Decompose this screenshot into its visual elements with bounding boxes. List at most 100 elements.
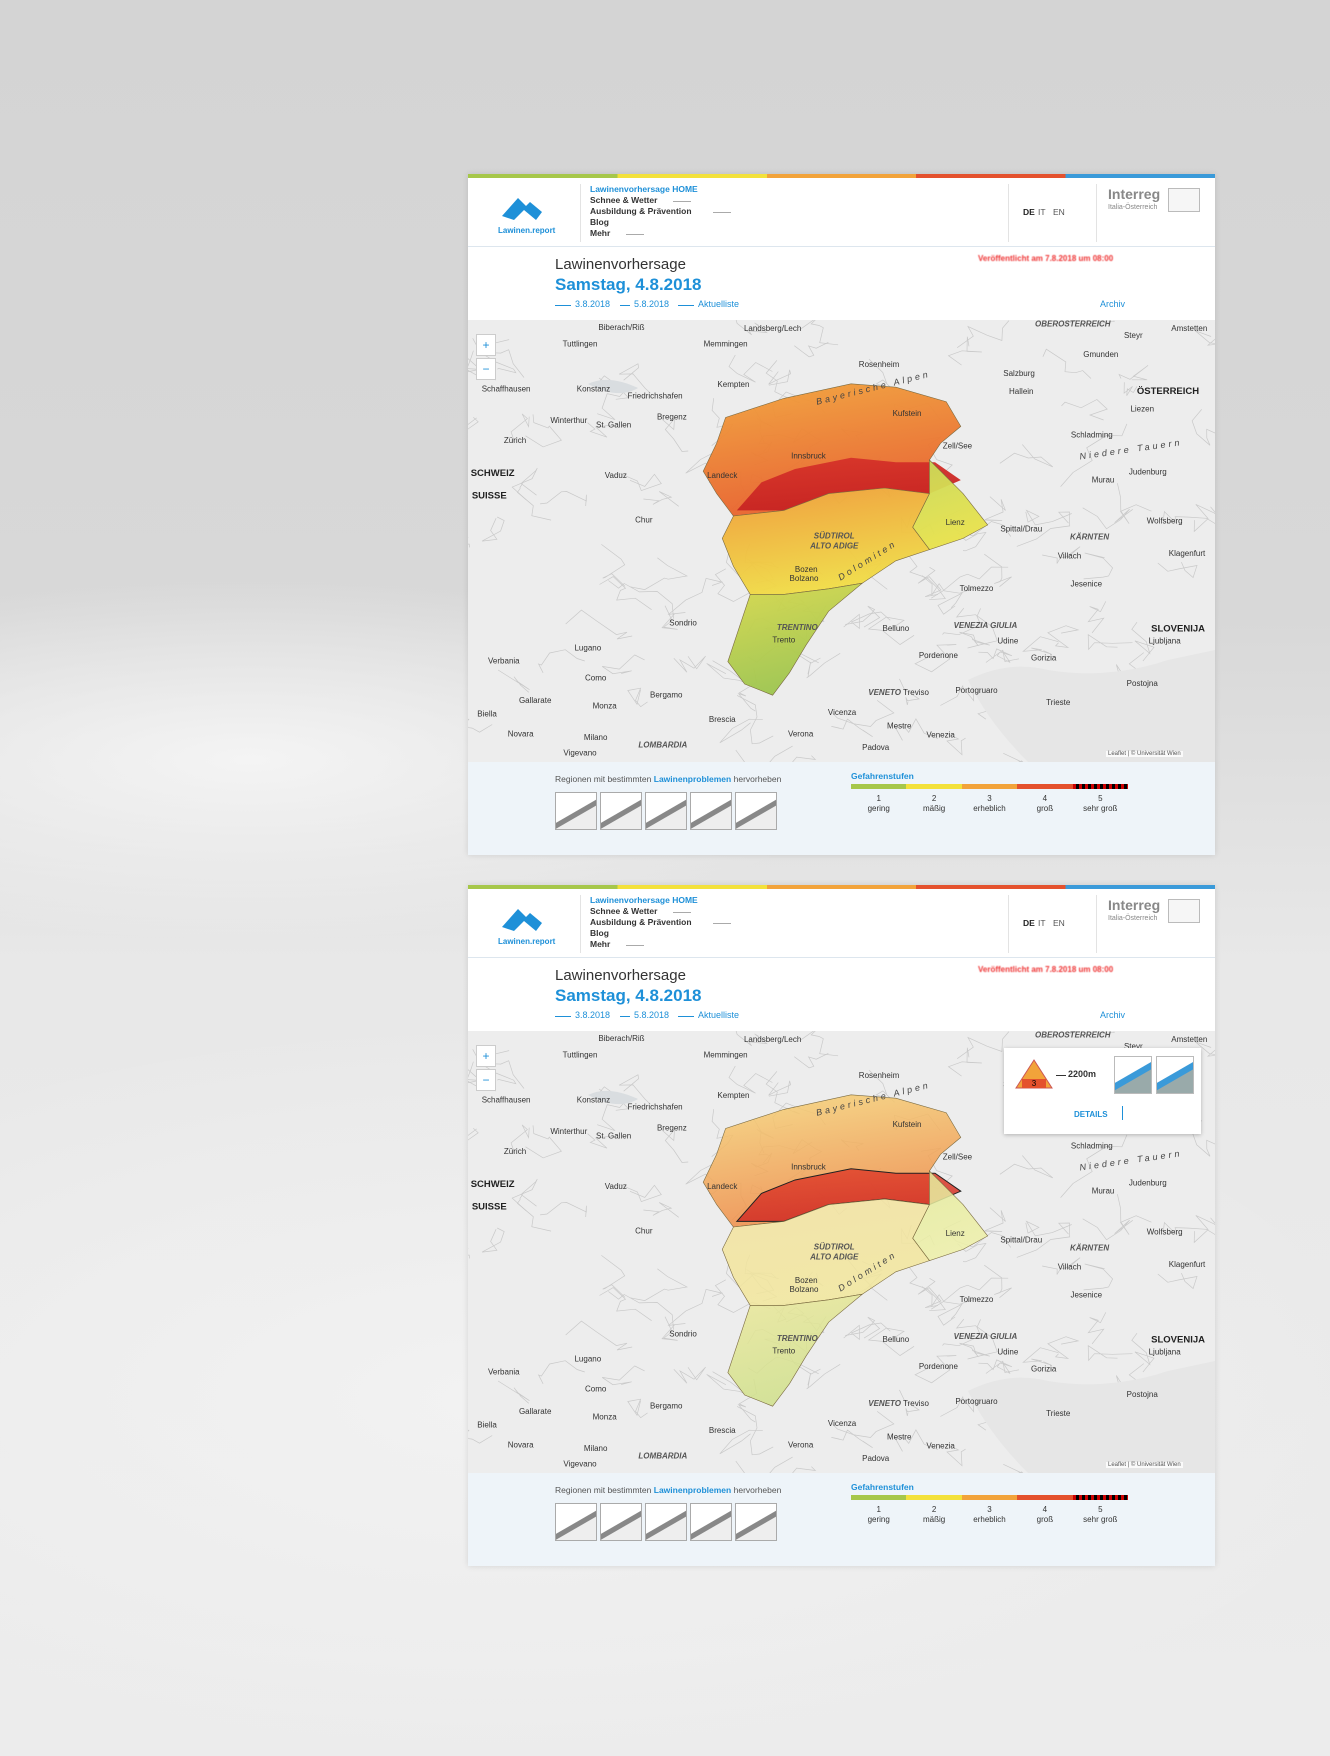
problem-filter-icon[interactable] xyxy=(690,792,732,830)
latest-link[interactable]: Aktuelliste xyxy=(698,1010,740,1020)
problems-text-part[interactable]: Lawinenproblemen xyxy=(653,1485,732,1495)
nav-item[interactable]: Lawinenvorhersage HOME xyxy=(590,895,698,905)
terrain-line xyxy=(1098,320,1115,324)
nav-item[interactable]: Blog xyxy=(590,928,609,938)
terrain-line xyxy=(1195,1041,1215,1057)
forecast-region[interactable] xyxy=(736,457,961,511)
logo-icon xyxy=(502,909,542,931)
problem-icon[interactable] xyxy=(1156,1056,1194,1094)
nav-item[interactable]: Schnee & Wetter xyxy=(590,195,658,205)
problem-filter-icon[interactable] xyxy=(645,792,687,830)
logo-text[interactable]: Lawinen.report xyxy=(498,226,556,235)
language-link[interactable]: EN xyxy=(1053,918,1065,928)
map-label: Spittal/Drau xyxy=(1000,1236,1042,1245)
terrain-line xyxy=(1042,546,1081,564)
nav-item[interactable]: Mehr xyxy=(590,939,611,949)
terrain-line xyxy=(468,1429,493,1444)
map-label: Biberach/Riß xyxy=(598,323,644,332)
zoom-button[interactable]: + xyxy=(476,334,496,356)
terrain-line xyxy=(601,1255,626,1298)
map-label: ÖSTERREICH xyxy=(1137,386,1199,397)
sponsor-region: Italia-Österreich xyxy=(1108,915,1158,922)
previous-link[interactable]: 3.8.2018 xyxy=(575,299,611,309)
level-number: 4 xyxy=(1042,1505,1048,1514)
header-divider xyxy=(1008,895,1009,953)
forecast-region[interactable] xyxy=(727,582,864,696)
terrain-line xyxy=(525,414,562,448)
arrow-line xyxy=(620,305,630,306)
next-link[interactable]: 5.8.2018 xyxy=(634,299,670,309)
header-divider xyxy=(1096,184,1097,242)
terrain-line xyxy=(1083,552,1114,580)
region-popup[interactable]: 3 2200m DETAILS xyxy=(1004,1048,1201,1134)
zoom-button[interactable]: + xyxy=(476,1045,496,1067)
nav-item[interactable]: Schnee & Wetter xyxy=(590,906,658,916)
problems-text-part[interactable]: Lawinenproblemen xyxy=(653,774,732,784)
map-label: Tuttlingen xyxy=(563,340,598,349)
map-label: Postojna xyxy=(1127,1390,1159,1399)
nav-item[interactable]: Ausbildung & Prävention xyxy=(590,206,692,216)
map-label: Konstanz xyxy=(577,1096,610,1105)
nav-item[interactable]: Blog xyxy=(590,217,609,227)
details-link[interactable]: DETAILS xyxy=(1074,1110,1108,1119)
terrain-line xyxy=(978,1359,1013,1374)
level-swatch xyxy=(1017,784,1073,789)
zoom-button[interactable]: − xyxy=(476,1069,496,1091)
terrain-line xyxy=(481,516,505,542)
forecast-region[interactable] xyxy=(721,1198,930,1306)
terrain-line xyxy=(618,1183,662,1203)
level-name: groß xyxy=(1036,804,1054,813)
terrain-line xyxy=(942,1319,982,1347)
nav-item[interactable]: Mehr xyxy=(590,228,611,238)
map-label: Murau xyxy=(1092,1186,1115,1195)
map-label: Chur xyxy=(635,516,653,525)
next-link[interactable]: 5.8.2018 xyxy=(634,1010,670,1020)
language-link[interactable]: DE xyxy=(1023,207,1035,217)
header-divider xyxy=(580,895,581,953)
problem-filter-icon[interactable] xyxy=(555,1503,597,1541)
map-label: Lienz xyxy=(946,518,965,527)
terrain-line xyxy=(1118,365,1149,381)
lake xyxy=(588,379,638,394)
terrain-line xyxy=(735,1031,768,1047)
problem-filter-icon[interactable] xyxy=(600,792,642,830)
terrain-line xyxy=(468,543,470,548)
problem-filter-icon[interactable] xyxy=(600,1503,642,1541)
problem-filter-icon[interactable] xyxy=(735,1503,777,1541)
problem-filter-icon[interactable] xyxy=(690,1503,732,1541)
map-label: VENEZIA GIULIA xyxy=(954,621,1018,630)
zoom-button[interactable]: − xyxy=(476,358,496,380)
map-label: Villach xyxy=(1058,1262,1081,1271)
nav-item[interactable]: Ausbildung & Prävention xyxy=(590,917,692,927)
map-attribution: Leaflet | © Universität Wien xyxy=(1106,751,1183,757)
language-link[interactable]: IT xyxy=(1038,918,1046,928)
nav-item[interactable]: Lawinenvorhersage HOME xyxy=(590,184,698,194)
problem-filter-icon[interactable] xyxy=(645,1503,687,1541)
terrain-line xyxy=(1047,1336,1080,1360)
terrain-line xyxy=(537,1360,585,1384)
terrain-line xyxy=(468,718,493,733)
forecast-region[interactable] xyxy=(721,487,930,595)
forecast-region[interactable] xyxy=(727,1293,864,1407)
language-link[interactable]: EN xyxy=(1053,207,1065,217)
bulletin-date: Samstag, 4.8.2018 xyxy=(555,986,702,1005)
terrain-line xyxy=(608,1291,674,1330)
language-link[interactable]: IT xyxy=(1038,207,1046,217)
language-link[interactable]: DE xyxy=(1023,918,1035,928)
sea xyxy=(968,1361,1215,1473)
previous-link[interactable]: 3.8.2018 xyxy=(575,1010,611,1020)
map-label: Sondrio xyxy=(669,619,697,628)
terrain-line xyxy=(491,1050,525,1089)
level-number: 3 xyxy=(987,794,992,803)
problem-icon[interactable] xyxy=(1114,1056,1152,1094)
terrain-line xyxy=(999,1155,1054,1179)
archive-link[interactable]: Archiv xyxy=(1100,1010,1126,1020)
latest-link[interactable]: Aktuelliste xyxy=(698,299,740,309)
problems-text: Regionen mit bestimmten Lawinenproblemen… xyxy=(555,774,781,784)
problem-filter-icon[interactable] xyxy=(555,792,597,830)
terrain-line xyxy=(1082,1218,1134,1241)
logo-text[interactable]: Lawinen.report xyxy=(498,937,556,946)
problem-filter-icon[interactable] xyxy=(735,792,777,830)
legend-area: Regionen mit bestimmten Lawinenproblemen… xyxy=(468,762,1215,855)
archive-link[interactable]: Archiv xyxy=(1100,299,1126,309)
